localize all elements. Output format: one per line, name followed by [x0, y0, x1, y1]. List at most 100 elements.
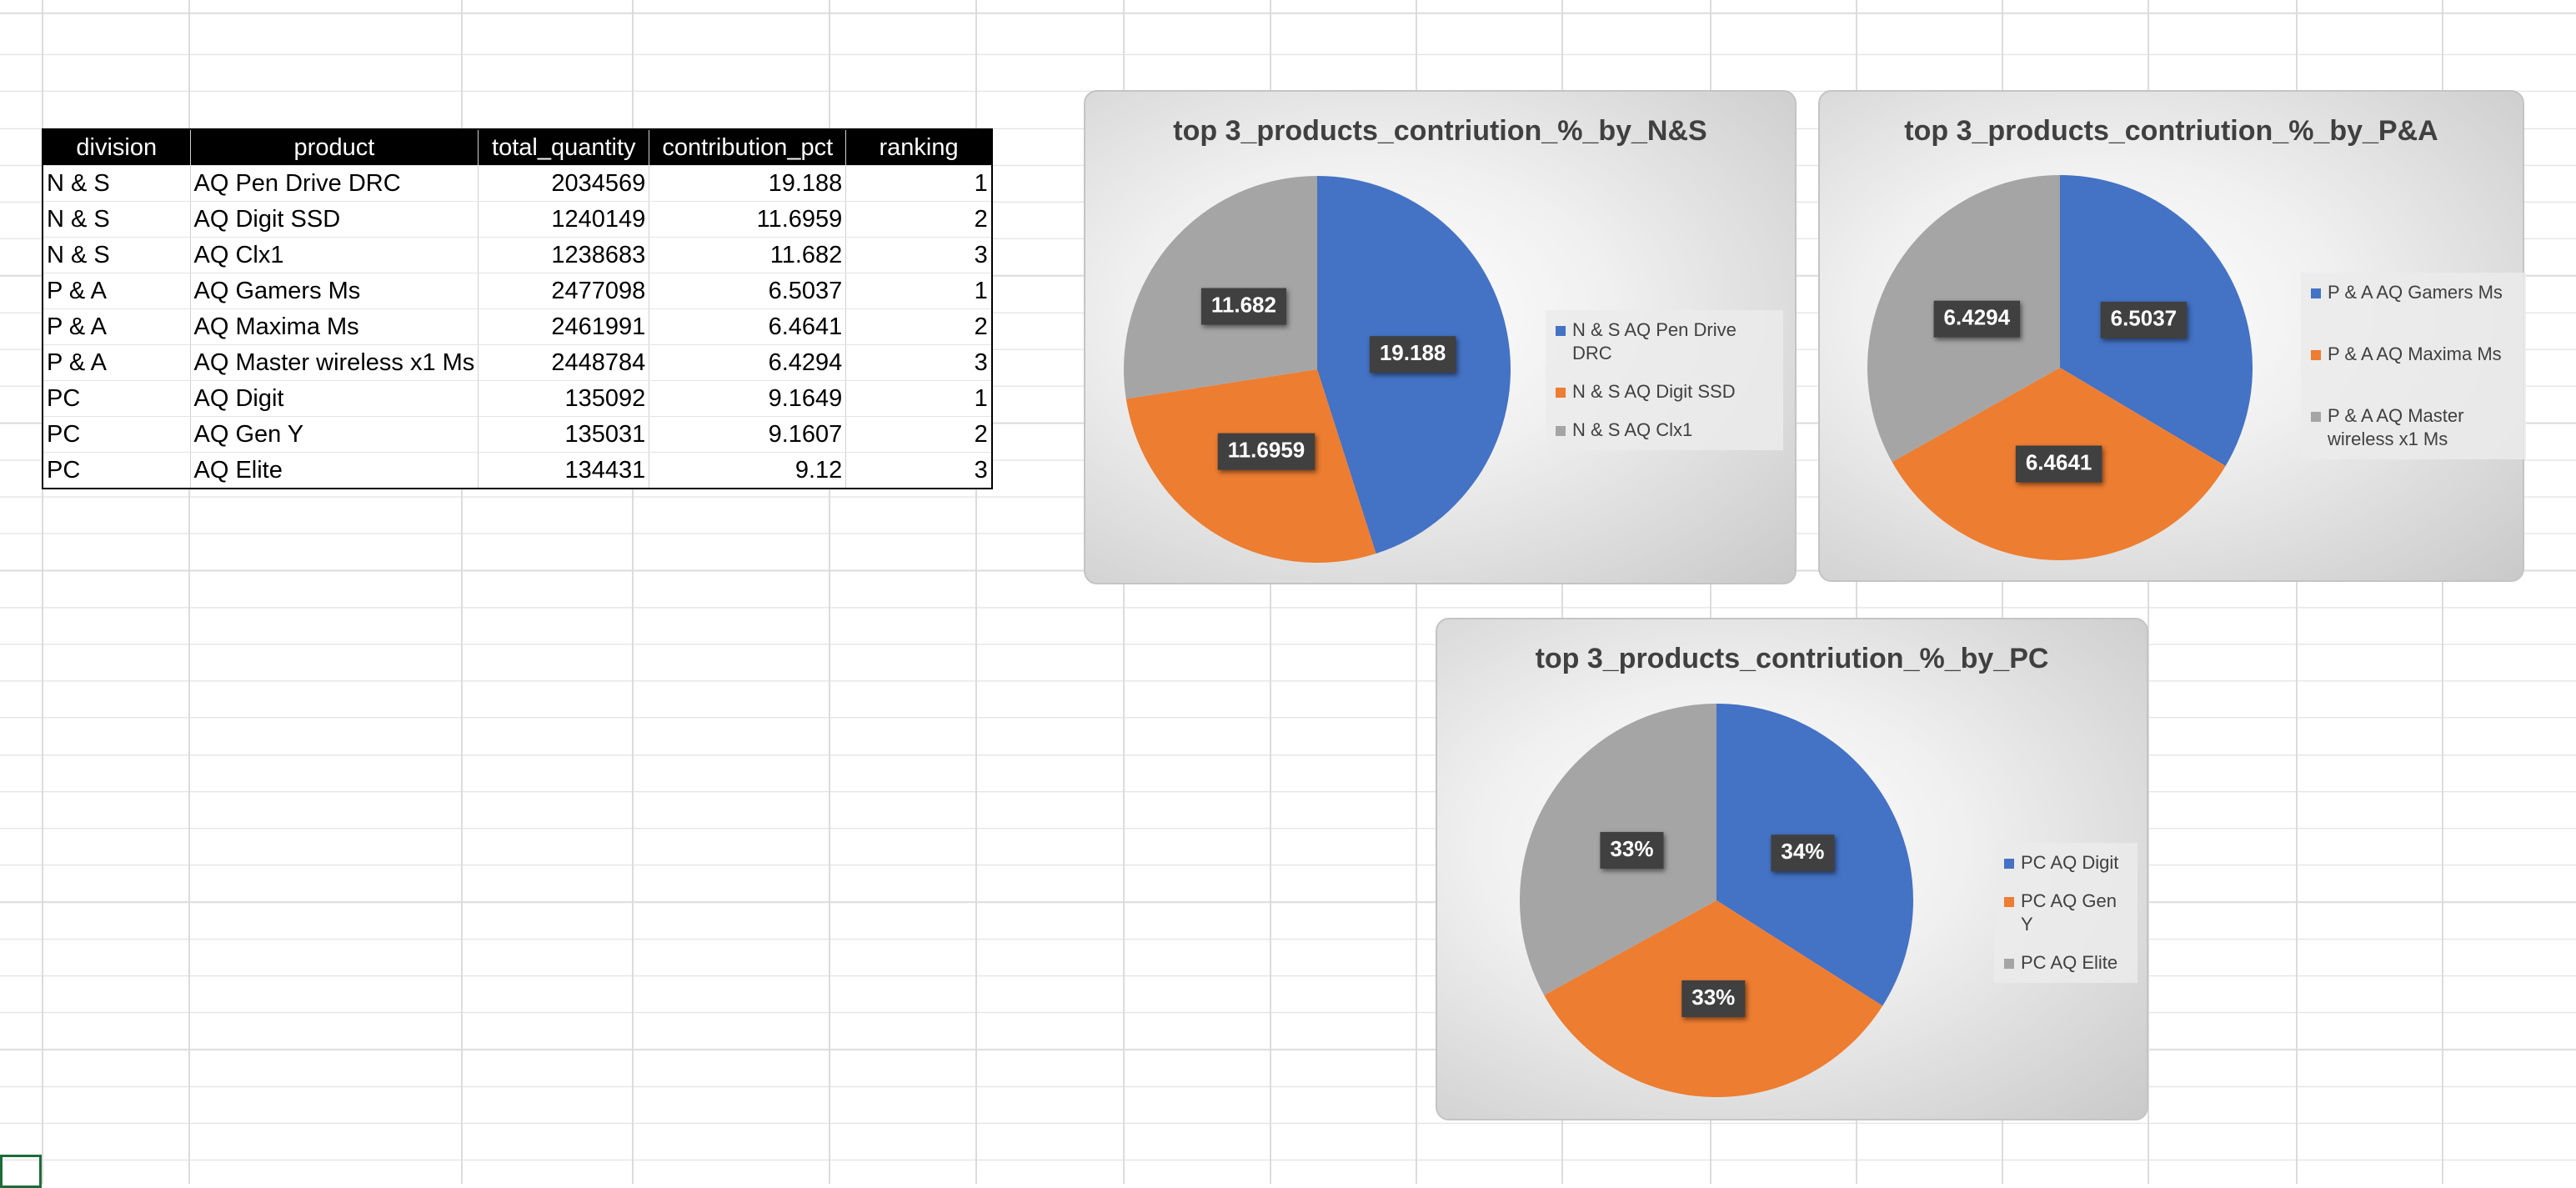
data-label: 6.4294 — [1933, 300, 2021, 338]
table-cell: 6.5037 — [649, 273, 847, 309]
column-header: total_quantity — [478, 129, 650, 166]
pie-plot: 34% 33% 33% — [1520, 704, 1913, 1097]
selected-cell[interactable] — [0, 1155, 42, 1188]
legend-item: PC AQ Elite — [2004, 951, 2127, 975]
pie-plot: 19.188 11.6959 11.682 — [1124, 176, 1511, 563]
table-cell: 3 — [845, 452, 993, 489]
table-cell: PC — [43, 380, 191, 417]
table-cell: AQ Maxima Ms — [190, 308, 479, 345]
table-cell: 9.12 — [649, 452, 847, 489]
grid-column-line — [461, 0, 463, 1184]
data-label: 6.5037 — [2100, 301, 2188, 338]
table-row: PC AQ Elite 134431 9.12 3 — [43, 452, 993, 489]
data-label-box — [1681, 980, 1746, 1017]
data-label: 6.4641 — [2015, 445, 2102, 483]
column-header: division — [43, 129, 191, 166]
legend-label: PC AQ Digit — [2021, 852, 2119, 873]
data-label-box — [1933, 300, 2021, 338]
legend-label: N & S AQ Pen Drive DRC — [1572, 319, 1737, 363]
data-table: division product total_quantity contributio… — [42, 128, 993, 489]
grid-column-line — [2442, 0, 2443, 1184]
grid-column-line — [829, 0, 830, 1184]
legend: PC AQ Digit PC AQ Gen Y PC AQ Elite — [1994, 843, 2137, 983]
data-label: 11.6959 — [1217, 433, 1316, 470]
table-cell: AQ Digit SSD — [190, 201, 479, 238]
table-cell: P & A — [43, 344, 191, 381]
table-cell: 134431 — [478, 452, 650, 489]
legend-label: PC AQ Elite — [2021, 952, 2118, 973]
table-row: P & A AQ Gamers Ms 2477098 6.5037 1 — [43, 273, 993, 309]
data-label-box — [2100, 301, 2188, 338]
legend-swatch — [2004, 897, 2014, 907]
data-label-box — [1217, 433, 1316, 470]
legend-item: N & S AQ Pen Drive DRC — [1556, 318, 1773, 365]
table-row: N & S AQ Digit SSD 1240149 11.6959 2 — [43, 201, 993, 238]
table-cell: 1240149 — [478, 201, 650, 238]
column-header: ranking — [845, 129, 993, 166]
grid-column-line — [975, 0, 977, 1184]
grid-column-line — [1561, 0, 1563, 1184]
table-cell: 3 — [845, 237, 993, 273]
grid-column-line — [1270, 0, 1271, 1184]
table-cell: 19.188 — [649, 165, 847, 202]
table-cell: 2034569 — [478, 165, 650, 202]
table-row: P & A AQ Master wireless x1 Ms 2448784 6.42… — [43, 344, 993, 381]
data-label-text: 19.188 — [1380, 340, 1446, 365]
table-cell: N & S — [43, 201, 191, 238]
grid-column-line — [2002, 0, 2003, 1184]
table-cell: 135031 — [478, 416, 650, 453]
table-cell: PC — [43, 416, 191, 453]
chart-title: top 3_products_contriution_%_by_P&A — [1904, 115, 2438, 147]
table-cell: 11.6959 — [649, 201, 847, 238]
grid-column-line — [632, 0, 634, 1184]
data-label-text: 11.682 — [1211, 292, 1276, 317]
pie-plot: 6.5037 6.4641 6.4294 — [1867, 175, 2253, 560]
table-cell: 6.4294 — [649, 344, 847, 381]
grid-column-line — [1416, 0, 1417, 1184]
data-label: 33% — [1681, 980, 1746, 1017]
data-label: 34% — [1771, 835, 1835, 872]
table-cell: 9.1649 — [649, 380, 847, 417]
table-cell: AQ Gen Y — [190, 416, 479, 453]
data-label: 11.682 — [1200, 288, 1286, 325]
data-label-text: 6.4641 — [2026, 449, 2092, 474]
table-row: N & S AQ Clx1 1238683 11.682 3 — [43, 237, 993, 273]
grid-column-line — [1710, 0, 1711, 1184]
table-cell: 9.1607 — [649, 416, 847, 453]
table-row: P & A AQ Maxima Ms 2461991 6.4641 2 — [43, 308, 993, 345]
table-cell: AQ Pen Drive DRC — [190, 165, 479, 202]
table-cell: 1238683 — [478, 237, 650, 273]
data-label-box — [1200, 288, 1286, 325]
legend-swatch — [2311, 412, 2321, 422]
legend-label: N & S AQ Clx1 — [1572, 419, 1693, 440]
grid-column-line — [2148, 0, 2149, 1184]
legend-item: N & S AQ Clx1 — [1556, 419, 1773, 442]
table-cell: AQ Clx1 — [190, 237, 479, 273]
legend-item: PC AQ Gen Y — [2004, 890, 2127, 936]
table-cell: AQ Gamers Ms — [190, 273, 479, 309]
table-cell: AQ Digit — [190, 380, 479, 417]
grid-column-line — [1123, 0, 1125, 1184]
data-label-box — [2015, 445, 2102, 483]
table-cell: 2448784 — [478, 344, 650, 381]
legend-label: P & A AQ Maxima Ms — [2328, 343, 2502, 364]
legend-item: P & A AQ Maxima Ms — [2311, 343, 2516, 366]
legend-item: P & A AQ Gamers Ms — [2311, 281, 2516, 304]
legend: P & A AQ Gamers Ms P & A AQ Maxima Ms P & … — [2301, 273, 2526, 459]
table-cell: N & S — [43, 237, 191, 273]
data-label-box — [1771, 835, 1835, 872]
legend-item: P & A AQ Master wireless x1 Ms — [2311, 404, 2516, 451]
table-row: PC AQ Digit 135092 9.1649 1 — [43, 380, 993, 417]
chart-title: top 3_products_contriution_%_by_N&S — [1173, 115, 1707, 147]
table-row: N & S AQ Pen Drive DRC 2034569 19.188 1 — [43, 165, 993, 202]
table-cell: 135092 — [478, 380, 650, 417]
legend-swatch — [1556, 388, 1566, 398]
legend-swatch — [1556, 426, 1566, 436]
table-cell: 2 — [845, 416, 993, 453]
data-label-text: 11.6959 — [1228, 438, 1306, 463]
legend-swatch — [2311, 350, 2321, 360]
table-cell: 11.682 — [649, 237, 847, 273]
chart: 6.5037 6.4641 6.4294 top 3_products_contriu… — [1818, 90, 2526, 582]
table-cell: AQ Master wireless x1 Ms — [190, 344, 479, 381]
